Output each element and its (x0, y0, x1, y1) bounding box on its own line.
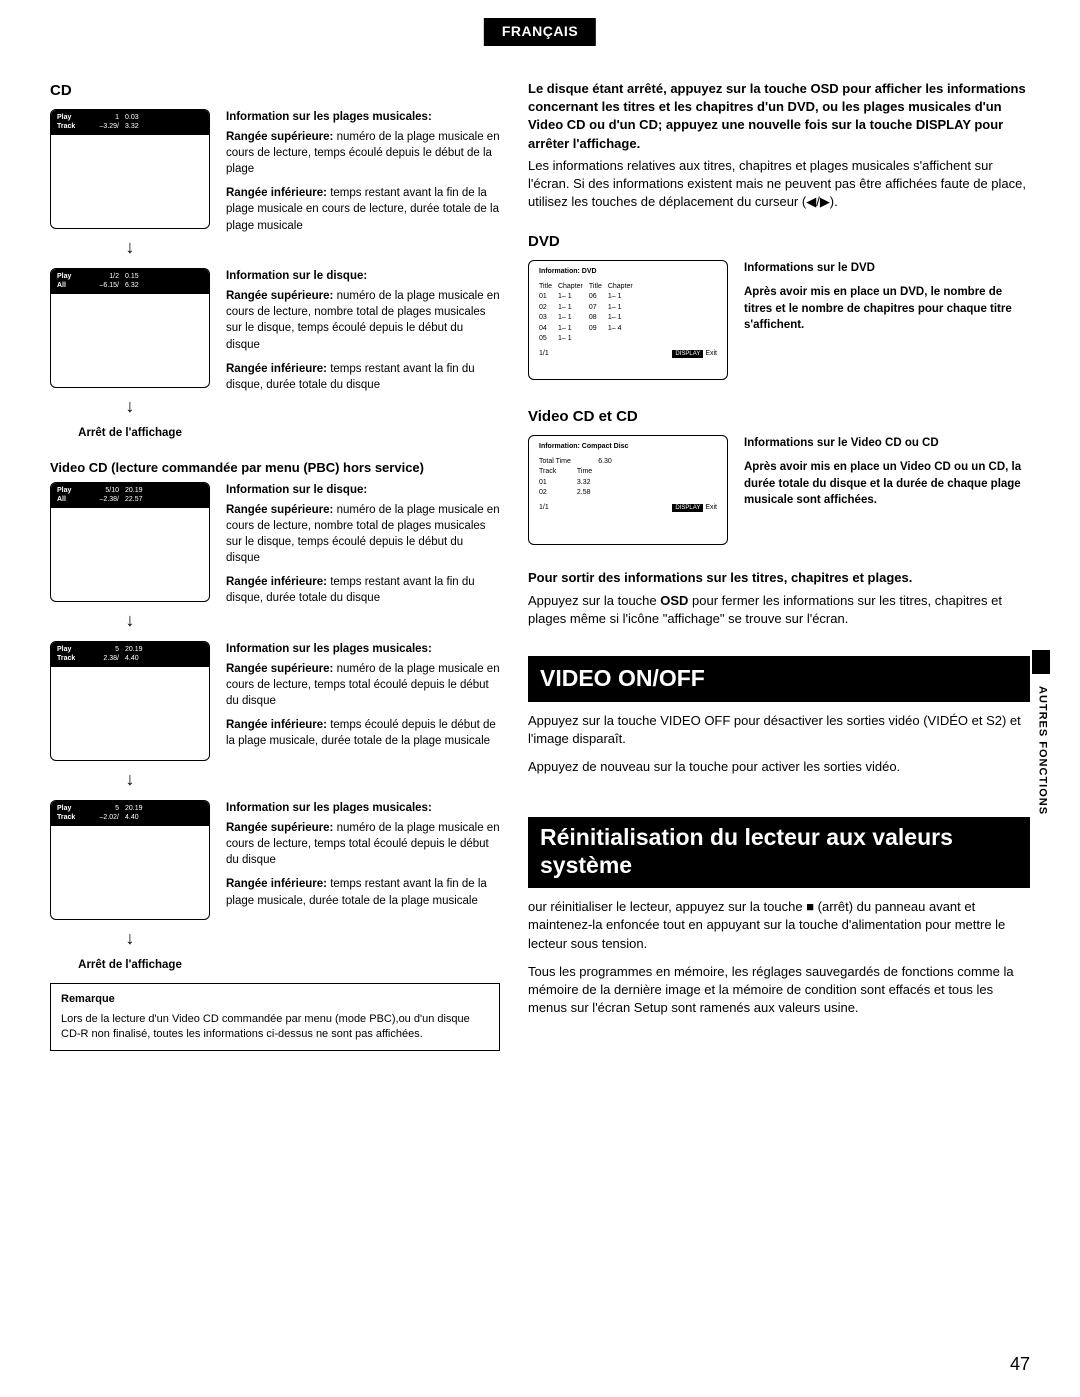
desc-bot: Rangée inférieure: temps restant avant l… (226, 574, 500, 606)
exit-body: Appuyez sur la touche OSD pour fermer le… (528, 592, 1030, 628)
vcd-info-screen: Information: Compact Disc Total Time6.30… (528, 435, 728, 545)
video-body-2: Appuyez de nouveau sur la touche pour ac… (528, 758, 1030, 776)
desc-bot: Rangée inférieure: temps restant avant l… (226, 361, 500, 393)
arrow-down-icon: ↓ (50, 394, 210, 419)
pbc-block-1: Play5/1020.19 All–2.38/22.57 ↓ Informati… (50, 482, 500, 639)
intro-body: Les informations relatives aux titres, c… (528, 157, 1030, 212)
desc-title: Information sur le disque: (226, 482, 500, 498)
intro-bold: Le disque étant arrêté, appuyez sur la t… (528, 80, 1030, 153)
arrow-down-icon: ↓ (50, 608, 210, 633)
desc-title: Information sur le disque: (226, 268, 500, 284)
desc-title: Information sur les plages musicales: (226, 641, 500, 657)
remark-body: Lors de la lecture d'un Video CD command… (61, 1012, 489, 1043)
desc-bot: Rangée inférieure: temps restant avant l… (226, 876, 500, 908)
page-number: 47 (1010, 1352, 1030, 1377)
video-body-1: Appuyez sur la touche VIDEO OFF pour dés… (528, 712, 1030, 748)
dvd-heading: DVD (528, 231, 1030, 252)
arrow-down-icon: ↓ (50, 235, 210, 260)
dvd-info-body: Après avoir mis en place un DVD, le nomb… (744, 284, 1030, 332)
video-onoff-header: VIDEO ON/OFF (528, 656, 1030, 702)
arrow-down-icon: ↓ (50, 767, 210, 792)
vcd-info-title: Informations sur le Video CD ou CD (744, 435, 1030, 451)
vcd-info-body: Après avoir mis en place un Video CD ou … (744, 459, 1030, 507)
dvd-info-screen: Information: DVD TitleChapterTitleChapte… (528, 260, 728, 380)
desc-top: Rangée supérieure: numéro de la plage mu… (226, 129, 500, 177)
cd-screen-2: Play1/20.15 All–6.15/6.32 (50, 268, 210, 388)
pbc-heading: Video CD (lecture commandée par menu (PB… (50, 459, 500, 477)
stop-display-label: Arrêt de l'affichage (50, 425, 210, 441)
desc-title: Information sur les plages musicales: (226, 800, 500, 816)
desc-bot: Rangée inférieure: temps écoulé depuis l… (226, 717, 500, 749)
remark-title: Remarque (61, 992, 489, 1007)
vcd-heading: Video CD et CD (528, 406, 1030, 427)
pbc-block-3: Play520.19 Track–2.02/4.40 ↓ Arrêt de l'… (50, 800, 500, 977)
pbc-screen-1: Play5/1020.19 All–2.38/22.57 (50, 482, 210, 602)
reset-body-1: our réinitialiser le lecteur, appuyez su… (528, 898, 1030, 953)
pbc-screen-3: Play520.19 Track–2.02/4.40 (50, 800, 210, 920)
cd-block-1: Play10.03 Track–3.29/3.32 ↓ Information … (50, 109, 500, 266)
pbc-screen-2: Play520.19 Track2.38/4.40 (50, 641, 210, 761)
desc-top: Rangée supérieure: numéro de la plage mu… (226, 502, 500, 566)
reset-body-2: Tous les programmes en mémoire, les régl… (528, 963, 1030, 1018)
left-column: CD Play10.03 Track–3.29/3.32 ↓ Informati… (50, 80, 500, 1051)
desc-title: Information sur les plages musicales: (226, 109, 500, 125)
language-tab: FRANÇAIS (484, 18, 596, 46)
cd-heading: CD (50, 80, 500, 101)
cd-block-2: Play1/20.15 All–6.15/6.32 ↓ Arrêt de l'a… (50, 268, 500, 445)
desc-top: Rangée supérieure: numéro de la plage mu… (226, 661, 500, 709)
dvd-info-title: Informations sur le DVD (744, 260, 1030, 276)
right-column: Le disque étant arrêté, appuyez sur la t… (528, 80, 1030, 1051)
page-columns: CD Play10.03 Track–3.29/3.32 ↓ Informati… (0, 0, 1080, 1081)
exit-bold: Pour sortir des informations sur les tit… (528, 569, 1030, 587)
reset-header: Réinitialisation du lecteur aux valeurs … (528, 817, 1030, 889)
remark-box: Remarque Lors de la lecture d'un Video C… (50, 983, 500, 1051)
dvd-table: TitleChapterTitleChapter 011– 1061– 1 02… (539, 282, 639, 345)
side-tab: AUTRES FONCTIONS (1032, 680, 1050, 850)
desc-bot: Rangée inférieure: temps restant avant l… (226, 185, 500, 233)
vcd-table: Total Time6.30 TrackTime 013.32 022.58 (539, 457, 618, 499)
arrow-down-icon: ↓ (50, 926, 210, 951)
side-tab-label: AUTRES FONCTIONS (1034, 686, 1049, 815)
desc-top: Rangée supérieure: numéro de la plage mu… (226, 288, 500, 352)
cd-screen-1: Play10.03 Track–3.29/3.32 (50, 109, 210, 229)
stop-display-label: Arrêt de l'affichage (50, 957, 210, 973)
pbc-block-2: Play520.19 Track2.38/4.40 ↓ Information … (50, 641, 500, 798)
desc-top: Rangée supérieure: numéro de la plage mu… (226, 820, 500, 868)
